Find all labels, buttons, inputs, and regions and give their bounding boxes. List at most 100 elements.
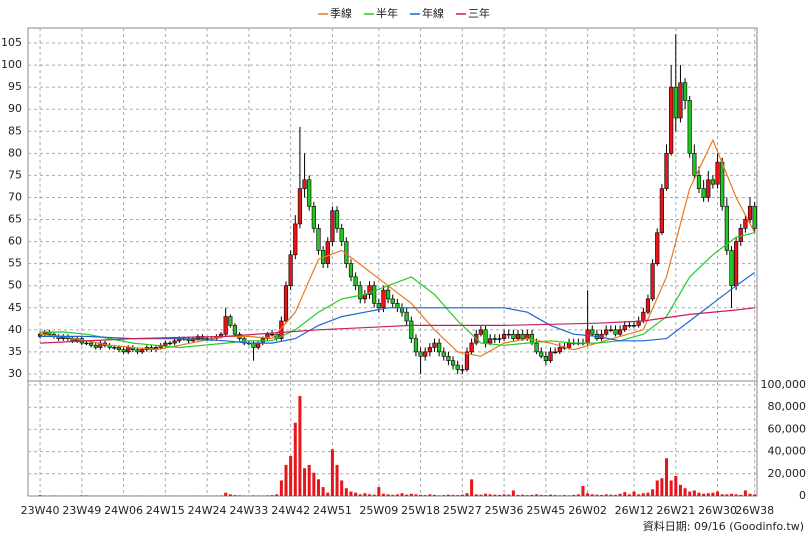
y-tick-label: 45 xyxy=(8,301,22,314)
candle-body xyxy=(399,307,405,313)
volume-bar xyxy=(386,494,390,496)
candle-body xyxy=(89,342,94,346)
candle-body xyxy=(167,342,173,345)
volume-bar xyxy=(623,492,627,496)
candle-body xyxy=(256,342,261,348)
volume-bar xyxy=(641,493,645,496)
volume-bar xyxy=(358,494,362,496)
x-tick-label: 24W24 xyxy=(188,504,227,517)
volume-bar xyxy=(52,495,56,496)
volume-bar xyxy=(451,494,455,496)
candle-body xyxy=(358,285,363,300)
candle-body xyxy=(348,263,354,278)
volume-tick-label: 60,000 xyxy=(768,422,807,435)
x-tick-label: 24W51 xyxy=(313,504,352,517)
volume-bar xyxy=(729,493,733,496)
volume-bar xyxy=(363,493,367,496)
candle-body xyxy=(330,210,335,242)
volume-bar xyxy=(316,479,320,496)
volume-bar xyxy=(706,493,710,496)
y-tick-label: 65 xyxy=(8,213,22,226)
candle-body xyxy=(446,355,451,362)
volume-bar xyxy=(725,494,729,496)
volume-bar xyxy=(289,456,293,496)
candle-body xyxy=(734,241,739,286)
legend-label: 三年 xyxy=(468,6,490,20)
candle-body xyxy=(566,342,572,348)
volume-bar xyxy=(613,494,617,496)
candle-body xyxy=(437,342,442,353)
x-tick-label: 23W40 xyxy=(21,504,60,517)
y-tick-label: 90 xyxy=(8,102,22,115)
candle-body xyxy=(311,205,316,229)
footer: 資料日期: 09/16 (Goodinfo.tw) xyxy=(643,519,804,533)
volume-bar xyxy=(307,464,311,496)
y-tick-label: 105 xyxy=(1,36,22,49)
volume-bar xyxy=(521,494,525,496)
candle-body xyxy=(720,161,725,207)
candle-body xyxy=(423,351,428,357)
volume-bar xyxy=(437,495,441,496)
volume-bar xyxy=(474,494,478,496)
volume-bar xyxy=(549,494,553,496)
volume-bar xyxy=(711,492,715,496)
volume-bar xyxy=(651,489,655,496)
candle-body xyxy=(376,303,381,309)
legend-label: 年線 xyxy=(422,6,444,20)
volume-bar xyxy=(414,494,418,496)
volume-bar xyxy=(739,494,743,496)
candle-body xyxy=(539,351,544,357)
volume-bar xyxy=(446,494,450,496)
volume-bar xyxy=(372,494,376,496)
volume-bar xyxy=(743,490,747,496)
candle-body xyxy=(604,329,609,335)
volume-bar xyxy=(590,494,594,496)
candle-body xyxy=(710,179,716,185)
candle-body xyxy=(390,298,395,304)
candle-body xyxy=(223,316,228,335)
volume-bar xyxy=(530,494,534,496)
candle-body xyxy=(659,188,664,234)
volume-bar xyxy=(720,494,724,496)
y-tick-label: 50 xyxy=(8,279,22,292)
volume-bar xyxy=(544,495,548,496)
candle-body xyxy=(232,325,238,335)
x-tick-label: 26W21 xyxy=(656,504,695,517)
volume-bar xyxy=(562,495,566,496)
candle-body xyxy=(492,338,497,340)
volume-bar xyxy=(497,494,501,496)
volume-bar xyxy=(219,495,223,496)
candle-body xyxy=(283,285,289,322)
candle-body xyxy=(455,364,460,370)
volume-bar xyxy=(688,491,692,496)
candle-body xyxy=(469,342,474,353)
candle-body xyxy=(339,228,344,242)
candle-body xyxy=(585,329,590,344)
volume-bar xyxy=(456,495,460,496)
legend: 季線 半年 年線 三年 xyxy=(318,6,490,20)
volume-bar xyxy=(279,480,283,496)
volume-bar xyxy=(692,490,696,496)
candle-body xyxy=(729,250,734,286)
volume-bar xyxy=(553,495,557,496)
volume-bar xyxy=(265,495,269,496)
volume-bar xyxy=(409,493,413,496)
ma-line xyxy=(40,232,755,349)
y-tick-label: 35 xyxy=(8,345,22,358)
volume-bar xyxy=(428,494,432,496)
candle-body xyxy=(381,289,386,309)
volume-bar xyxy=(256,495,260,496)
candle-body xyxy=(460,369,465,371)
volume-tick-label: 0 xyxy=(799,489,806,502)
ma-line xyxy=(40,138,756,357)
volume-bar xyxy=(665,458,669,496)
x-tick-label: 24W06 xyxy=(104,504,143,517)
volume-bar xyxy=(493,494,497,496)
candle-body xyxy=(696,175,702,189)
candle-body xyxy=(172,340,177,344)
volume-bar xyxy=(270,495,274,496)
volume-bar xyxy=(330,449,334,496)
candle-body xyxy=(534,342,539,353)
candle-body xyxy=(307,179,312,207)
x-tick-label: 24W15 xyxy=(146,504,185,517)
